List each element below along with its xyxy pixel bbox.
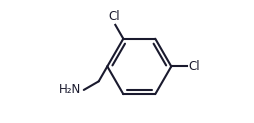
Text: Cl: Cl	[108, 10, 120, 23]
Text: H₂N: H₂N	[59, 83, 81, 96]
Text: Cl: Cl	[188, 60, 200, 73]
